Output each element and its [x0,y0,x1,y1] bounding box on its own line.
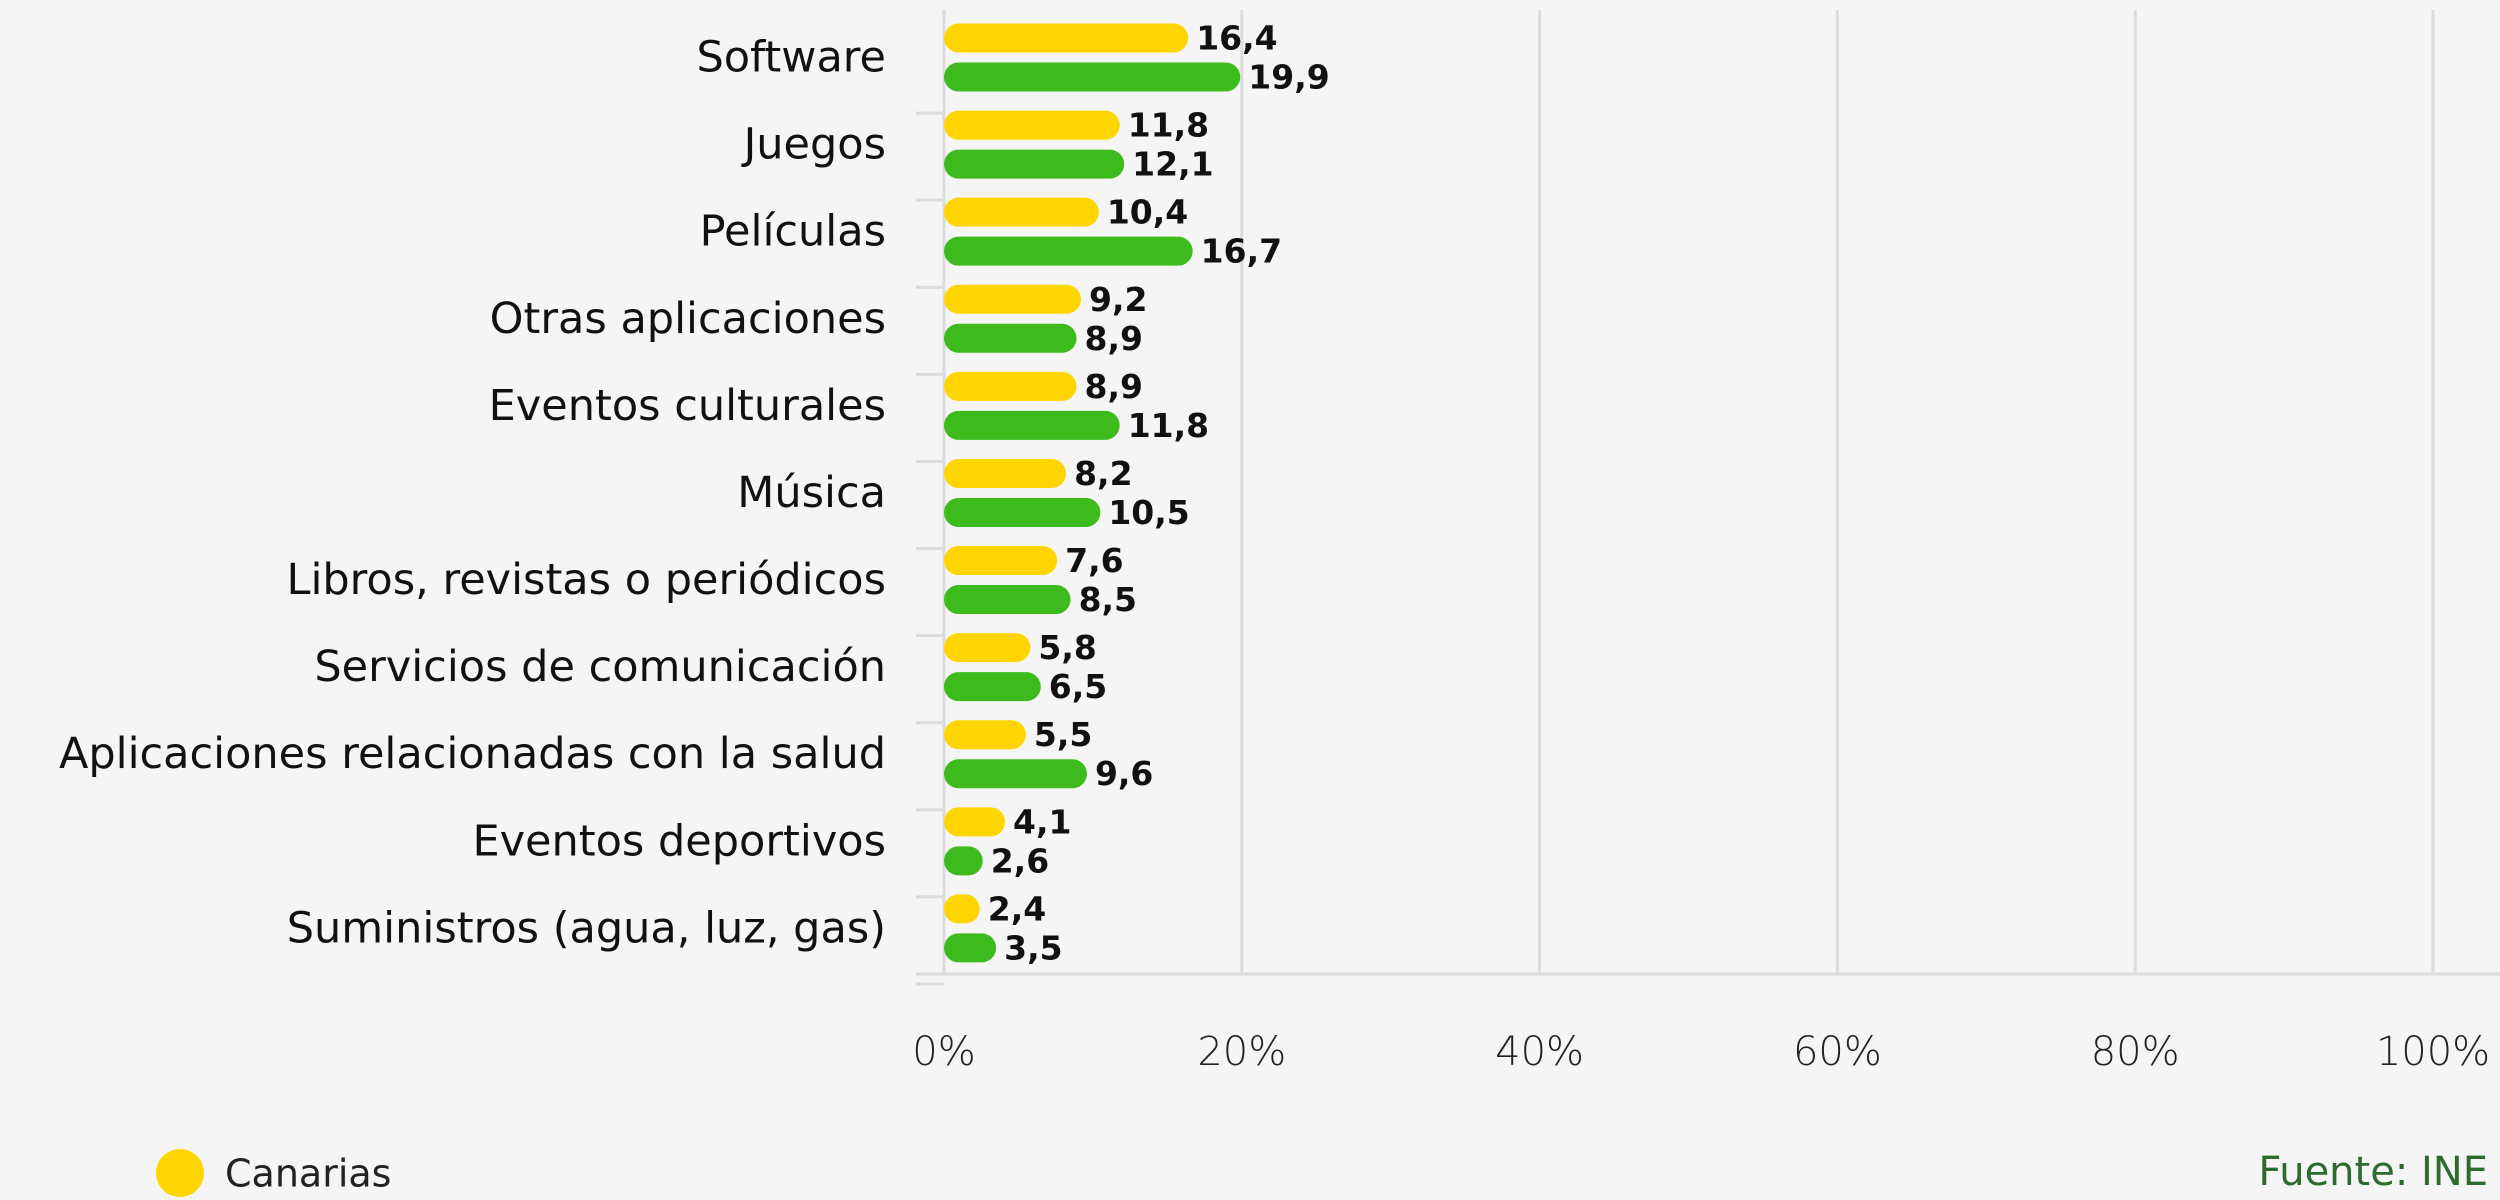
value-label: 3,5 [1004,928,1062,967]
value-label: 10,4 [1107,193,1188,232]
value-label: 16,7 [1201,232,1282,271]
bar [944,197,1099,227]
bar [944,894,980,924]
category-label: Eventos culturales [489,381,886,431]
value-label: 2,6 [991,841,1049,880]
value-label: 19,9 [1248,58,1329,97]
category-label: Servicios de comunicación [314,642,886,692]
value-label: 8,9 [1085,319,1143,358]
bar [944,458,1067,488]
value-label: 5,8 [1038,628,1096,667]
bar [944,62,1241,92]
bar [944,371,1077,401]
category-label: Juegos [741,120,886,170]
value-label: 9,6 [1095,754,1153,793]
x-tick-label: 60% [1793,1029,1882,1075]
value-label: 11,8 [1128,406,1209,445]
bar [944,323,1077,353]
bar [944,846,983,876]
bar [944,759,1087,789]
value-label: 12,1 [1132,145,1213,184]
x-tick-label: 20% [1197,1029,1286,1075]
bar [944,546,1058,576]
value-label: 4,1 [1013,802,1071,841]
value-label: 2,4 [988,889,1046,928]
bar [944,585,1071,615]
bar [944,633,1031,663]
value-label: 10,5 [1108,493,1189,532]
value-label: 6,5 [1049,667,1107,706]
bar [944,410,1120,440]
category-label: Música [737,468,886,518]
bar [944,807,1006,837]
bar [944,672,1041,702]
legend-marker [156,1149,204,1197]
source: Fuente: INE [2258,1149,2488,1195]
value-label: 9,2 [1089,280,1147,319]
value-label: 16,4 [1196,19,1277,58]
category-label: Libros, revistas o periódicos [286,555,886,605]
bar [944,720,1026,750]
value-label: 11,8 [1128,106,1209,145]
category-label: Software [696,33,886,83]
x-tick-label: 0% [912,1029,975,1075]
value-label: 8,5 [1079,580,1137,619]
bar [944,23,1189,53]
bar [944,284,1081,314]
x-tick-label: 80% [2091,1029,2180,1075]
x-tick-label: 40% [1495,1029,1584,1075]
bar [944,933,997,963]
category-label: Aplicaciones relacionadas con la salud [59,729,886,779]
value-label: 7,6 [1065,541,1123,580]
category-label: Otras aplicaciones [490,294,886,344]
category-label: Suministros (agua, luz, gas) [287,903,886,953]
x-tick-label: 100% [2376,1029,2490,1075]
bar [944,497,1101,527]
bar [944,236,1193,266]
value-label: 8,9 [1085,367,1143,406]
value-label: 8,2 [1074,454,1132,493]
category-label: Eventos deportivos [472,816,886,866]
legend-label: Canarias [225,1152,391,1196]
bar [944,149,1125,179]
bar [944,110,1120,140]
value-label: 5,5 [1034,715,1092,754]
category-label: Películas [700,207,886,257]
